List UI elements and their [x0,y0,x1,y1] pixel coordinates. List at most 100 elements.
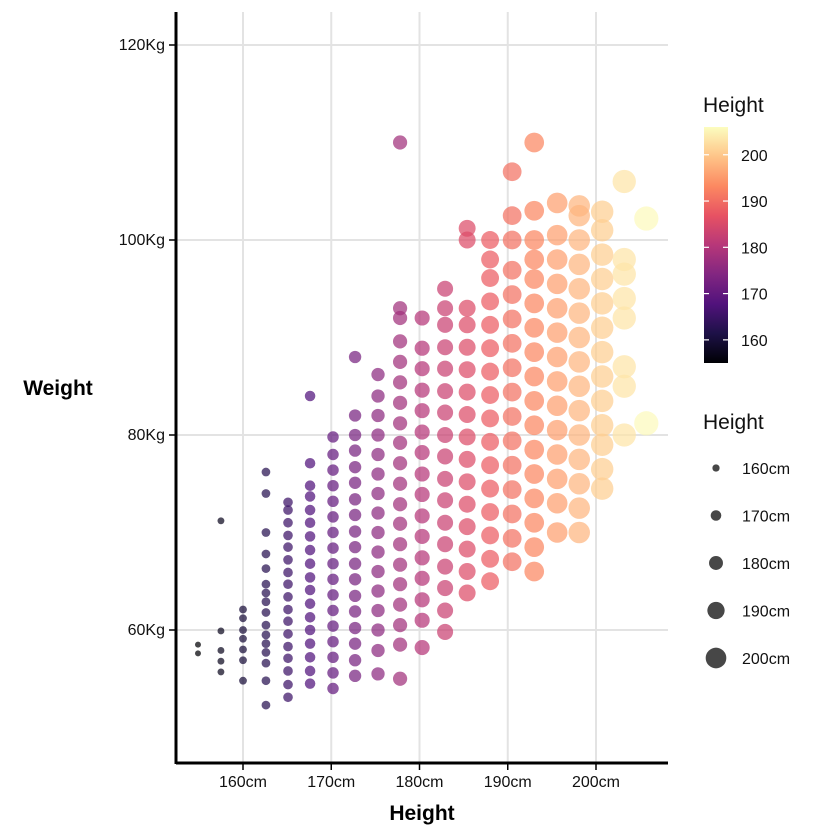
data-point [546,371,568,392]
data-point [392,577,408,592]
data-point [304,624,316,636]
data-point [524,269,545,289]
data-point [283,505,293,515]
data-point [458,338,476,356]
data-point [392,395,408,410]
data-point [261,549,271,559]
size-legend-label: 170cm [742,509,790,526]
data-point [283,567,293,578]
data-point [524,200,545,221]
data-point [437,536,454,553]
data-point [371,506,385,520]
data-point [481,269,500,287]
data-point [524,561,545,582]
data-point [568,253,590,276]
data-point [371,623,385,637]
data-point [590,389,614,413]
data-point [304,598,316,609]
data-point [524,512,545,533]
data-point [304,638,316,649]
data-point [371,428,385,442]
data-point [283,641,293,652]
data-point [414,528,430,544]
data-point [414,444,430,461]
data-point [304,612,316,623]
data-point [283,653,293,664]
data-point [481,526,500,545]
data-point [217,668,225,676]
data-point [437,300,454,317]
data-point [304,531,316,542]
data-point [348,350,362,364]
data-point [437,602,454,619]
data-point [414,340,430,356]
data-point [261,658,271,668]
size-legend-key [712,464,720,472]
data-point [502,552,522,572]
data-point [524,391,545,411]
data-point [546,249,568,270]
data-point [283,692,293,703]
data-point [546,492,568,514]
data-point [568,195,590,217]
data-point [371,643,385,658]
data-point [392,537,408,552]
x-tick-label: 170cm [307,774,355,791]
data-point [283,517,293,528]
data-point [568,399,590,422]
grid-lines [176,12,668,763]
size-legend-key [709,556,723,570]
data-point [502,206,522,226]
data-point [414,486,430,503]
data-point [481,432,500,451]
data-point [217,627,225,635]
data-point [481,409,500,428]
data-point [371,525,385,540]
data-point [239,614,247,623]
data-point [590,457,614,481]
data-point [261,579,271,589]
data-point [327,557,339,570]
data-point [261,648,271,657]
data-point [590,414,614,437]
data-point [590,340,614,364]
data-point [590,292,614,315]
data-point [239,656,247,665]
data-point [327,635,339,648]
data-point [283,666,293,676]
data-point [634,206,659,231]
data-point [568,497,590,519]
data-point [414,466,430,482]
data-point [590,200,614,223]
data-point [348,460,362,474]
x-axis-title: Height [389,802,454,825]
data-point [437,360,454,377]
data-point [304,652,316,663]
data-point [348,621,362,635]
data-point [348,557,362,570]
data-point [546,468,568,490]
data-point [546,419,568,441]
data-point [371,389,385,403]
data-point [261,630,271,640]
data-point [304,480,316,491]
data-point [261,489,271,498]
data-point [612,306,636,330]
colorbar-label: 160 [741,333,768,350]
axes [174,12,668,765]
data-point [458,450,476,468]
data-point [261,639,271,649]
data-point [568,277,590,300]
data-point [414,403,430,419]
data-point [481,339,500,358]
data-point [348,573,362,586]
data-point [458,406,476,423]
data-point [502,382,522,402]
data-point [239,645,247,654]
data-point [437,470,454,487]
data-point [458,540,476,558]
x-tick-label: 190cm [484,774,532,791]
data-point [568,375,590,398]
data-point [437,404,454,421]
data-point [481,362,500,381]
